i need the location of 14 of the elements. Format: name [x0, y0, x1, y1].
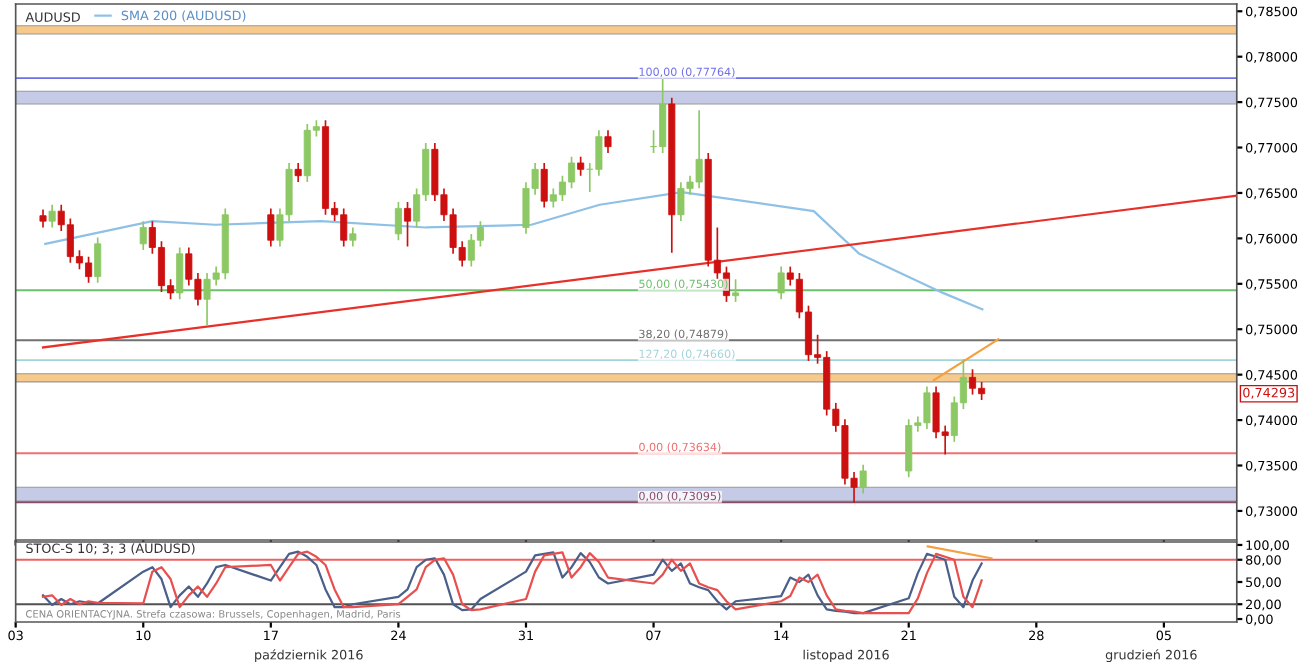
candlestick [540, 163, 548, 208]
candlestick [94, 237, 102, 283]
candlestick [777, 266, 785, 300]
candlestick [404, 202, 412, 247]
candlestick [604, 130, 612, 153]
candlestick [176, 247, 184, 300]
candlestick [267, 208, 275, 247]
candlestick [968, 369, 977, 395]
candlestick [859, 464, 867, 494]
line-series [44, 190, 984, 311]
candlestick [732, 279, 740, 302]
candlestick [139, 221, 147, 251]
candlestick [48, 204, 56, 228]
candlestick [394, 202, 402, 241]
